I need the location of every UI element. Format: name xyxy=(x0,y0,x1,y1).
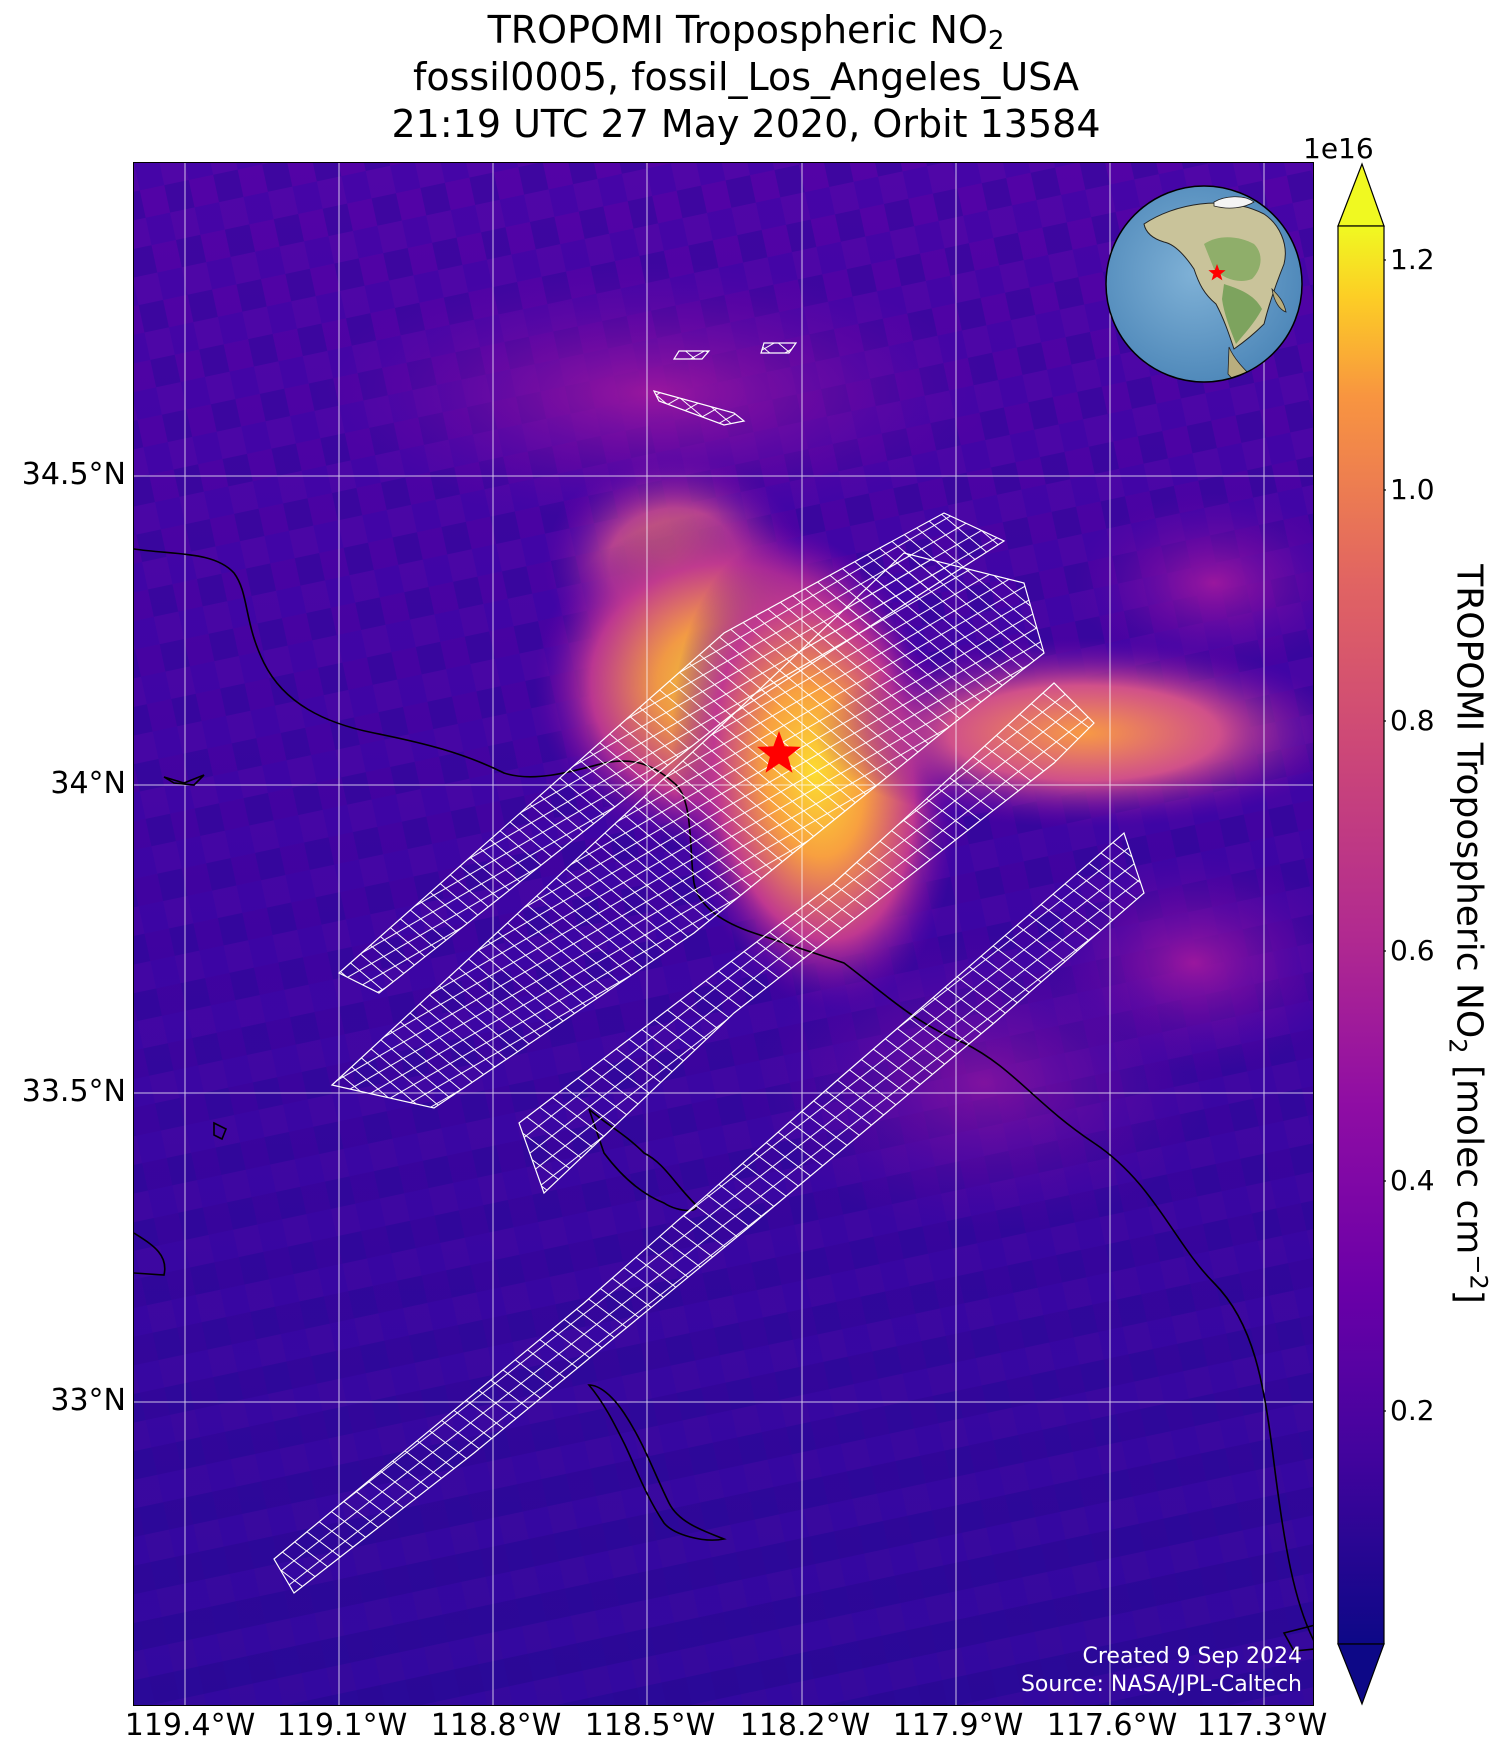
globe-marker-star-icon xyxy=(1208,264,1226,281)
colorbar-label-sup: −2 xyxy=(1464,1254,1492,1290)
footprint-swaths xyxy=(273,342,1145,1594)
no2-plume-north xyxy=(314,263,994,523)
lon-label-119-4: 119.4°W xyxy=(124,1708,256,1743)
colorbar-label-mid: [molec cm xyxy=(1448,1053,1490,1255)
no2-plume-northeast xyxy=(1074,493,1313,673)
lon-label-118-2: 118.2°W xyxy=(739,1708,871,1743)
globe-outline xyxy=(1105,185,1303,383)
footprint-fragment-1 xyxy=(652,390,746,426)
colorbar-label-sub: 2 xyxy=(1443,1038,1472,1054)
colorbar-ticks xyxy=(1384,259,1386,1412)
colorbar xyxy=(1337,162,1386,1706)
no2-plume-south xyxy=(754,933,1214,1233)
colorbar-tick-1-0: 1.0 xyxy=(1390,473,1435,506)
lon-label-119-1: 119.1°W xyxy=(276,1708,408,1743)
colorbar-axis-label: TROPOMI Tropospheric NO2 [molec cm−2] xyxy=(1443,564,1492,1304)
map-panel[interactable] xyxy=(133,162,1314,1706)
colorbar-extend-min xyxy=(1337,1643,1385,1706)
footprint-fragment-2 xyxy=(672,350,711,360)
colorbar-tick-0-4: 0.4 xyxy=(1390,1164,1435,1197)
title-line-2: fossil0005, fossil_Los_Angeles_USA xyxy=(412,55,1080,99)
target-star-icon[interactable] xyxy=(757,731,801,773)
lon-label-117-6: 117.6°W xyxy=(1046,1708,1178,1743)
lat-label-34: 34°N xyxy=(50,766,126,801)
lat-label-34-5: 34.5°N xyxy=(21,457,126,492)
lon-label-118-8: 118.8°W xyxy=(430,1708,562,1743)
credit-source: Source: NASA/JPL-Caltech xyxy=(1020,1672,1302,1697)
colorbar-exponent: 1e16 xyxy=(1303,132,1374,165)
colorbar-tick-0-8: 0.8 xyxy=(1390,704,1435,737)
lat-label-33: 33°N xyxy=(50,1383,126,1418)
lon-label-117-3: 117.3°W xyxy=(1196,1708,1328,1743)
footprint-fragment-3 xyxy=(760,342,798,354)
footprint-swath-2 xyxy=(330,552,1045,1109)
footprint-swath-3 xyxy=(518,682,1095,1195)
colorbar-label-prefix: TROPOMI Tropospheric NO xyxy=(1448,564,1490,1039)
lon-label-117-9: 117.9°W xyxy=(892,1708,1024,1743)
title-line-3: 21:19 UTC 27 May 2020, Orbit 13584 xyxy=(391,102,1101,146)
lon-label-118-5: 118.5°W xyxy=(584,1708,716,1743)
globe-inset xyxy=(1105,185,1303,383)
title-text: TROPOMI Tropospheric NO xyxy=(487,8,988,52)
colorbar-tick-1-2: 1.2 xyxy=(1390,243,1435,276)
colorbar-tick-0-2: 0.2 xyxy=(1390,1394,1435,1427)
credit-created: Created 9 Sep 2024 xyxy=(1082,1644,1303,1669)
footprint-swath-4 xyxy=(273,831,1145,1594)
colorbar-gradient xyxy=(1337,225,1385,1645)
title-line-1: TROPOMI Tropospheric NO2 xyxy=(0,8,1492,63)
colorbar-label-suffix: ] xyxy=(1448,1289,1490,1304)
colorbar-tick-0-6: 0.6 xyxy=(1390,934,1435,967)
lat-label-33-5: 33.5°N xyxy=(21,1074,126,1109)
colorbar-extend-max xyxy=(1337,162,1385,227)
title-subscript: 2 xyxy=(987,26,1005,56)
map-canvas[interactable] xyxy=(134,163,1314,1706)
